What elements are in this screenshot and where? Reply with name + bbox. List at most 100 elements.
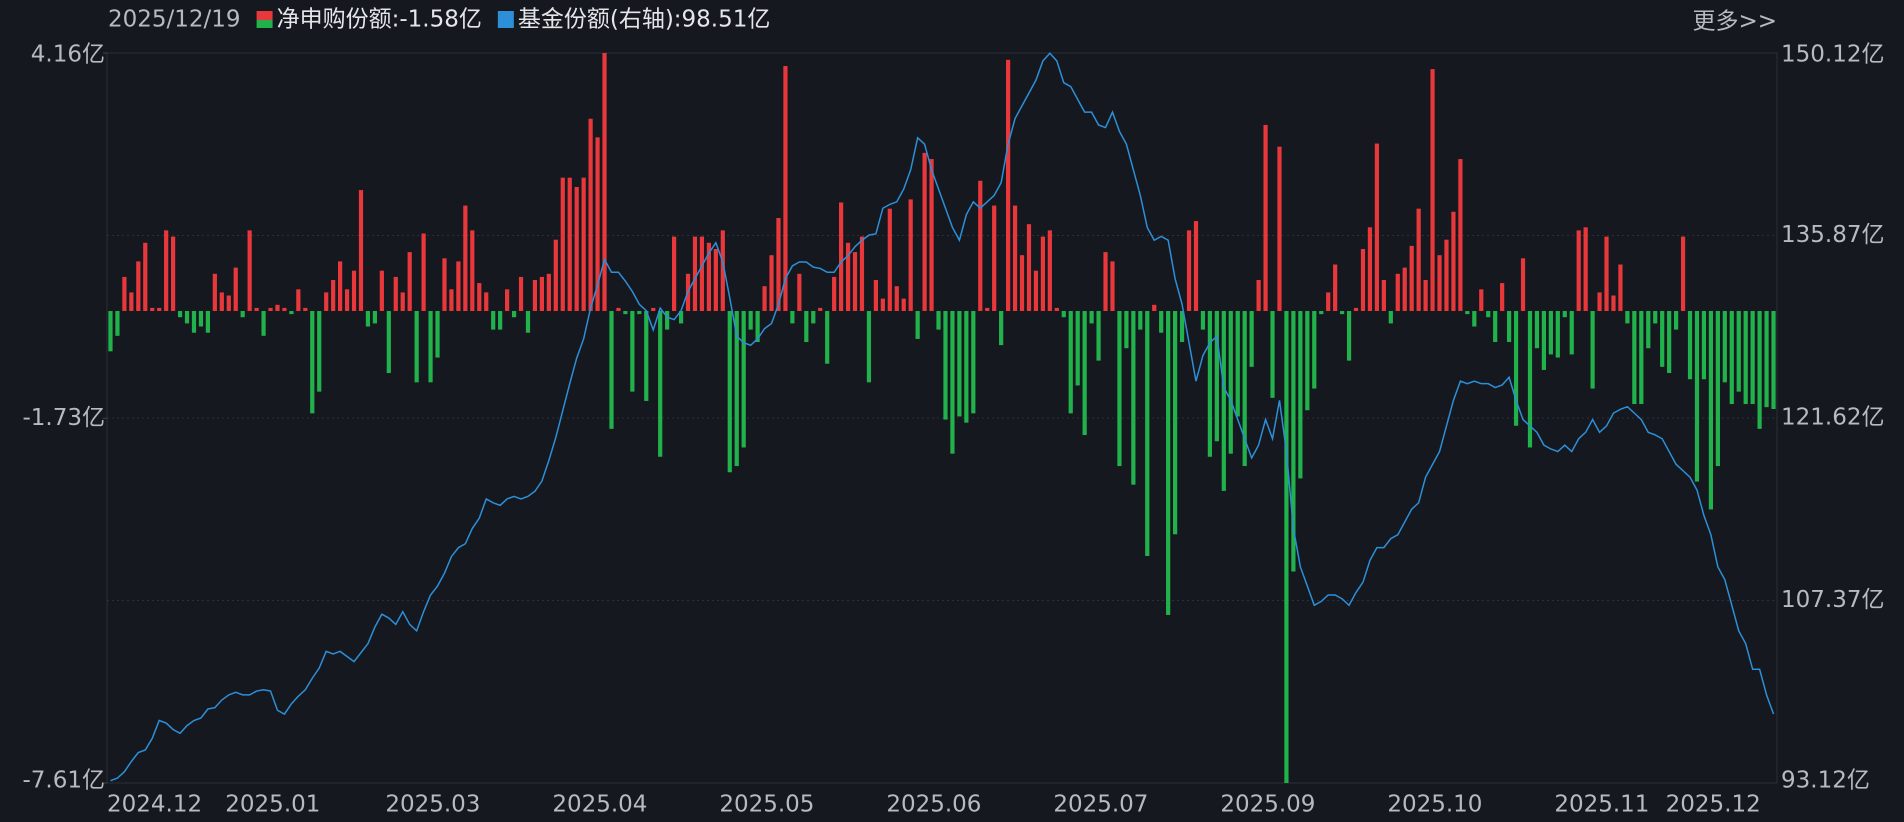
bar	[449, 289, 454, 312]
x-tick-label: 2025.06	[886, 792, 981, 818]
bar	[1451, 211, 1456, 312]
bar	[894, 286, 899, 312]
bar	[372, 311, 377, 324]
y2-tick-label: 107.37亿	[1781, 587, 1884, 613]
bar	[1026, 224, 1032, 312]
bar	[393, 276, 398, 312]
bar	[943, 311, 948, 420]
bar	[811, 311, 816, 324]
bar	[1527, 311, 1533, 448]
bar	[887, 208, 892, 312]
bar	[1068, 311, 1073, 414]
bar	[1736, 311, 1741, 392]
bar	[1326, 292, 1331, 312]
bar	[560, 177, 565, 312]
bar	[365, 311, 371, 327]
bar	[762, 286, 767, 312]
bar	[915, 311, 920, 339]
x-tick-label: 2025.07	[1053, 792, 1148, 818]
bar	[1444, 239, 1449, 312]
bar	[1639, 311, 1644, 405]
bar	[992, 205, 997, 312]
bar	[1708, 311, 1713, 510]
bar	[1465, 311, 1470, 315]
bar	[351, 270, 357, 312]
bar	[317, 311, 322, 392]
bar	[866, 311, 872, 383]
bar	[1660, 311, 1665, 367]
bar	[428, 311, 433, 383]
bar	[741, 311, 746, 448]
bar	[1604, 236, 1609, 312]
more-link[interactable]: 更多>>	[1692, 9, 1777, 35]
bar	[1437, 255, 1442, 312]
bar	[191, 311, 197, 333]
bar	[769, 255, 774, 312]
bar	[1047, 230, 1052, 312]
bar	[1646, 311, 1651, 349]
bar	[177, 311, 183, 318]
bar	[901, 298, 906, 312]
bar	[1374, 143, 1379, 312]
bar	[665, 311, 670, 330]
bar	[157, 307, 162, 312]
bar	[525, 311, 531, 333]
bar	[957, 311, 962, 417]
bar	[407, 252, 412, 312]
bar	[310, 311, 315, 414]
bar	[456, 261, 461, 312]
bar	[1284, 311, 1289, 783]
bar	[776, 217, 781, 312]
bar	[1117, 311, 1122, 467]
bar	[1381, 280, 1386, 312]
bar	[1694, 311, 1700, 482]
bar	[880, 298, 885, 312]
bar	[303, 307, 308, 312]
bar	[748, 311, 753, 330]
x-tick-label: 2025.10	[1387, 792, 1482, 818]
bar	[1033, 270, 1039, 312]
bar	[498, 311, 503, 330]
bar	[338, 261, 343, 312]
bar	[999, 311, 1004, 346]
bar	[1715, 311, 1720, 467]
bar	[1534, 311, 1540, 349]
bar	[1764, 311, 1769, 408]
bar	[1458, 159, 1463, 312]
bar	[1680, 236, 1686, 312]
bar	[1256, 280, 1261, 312]
bar	[1722, 311, 1727, 383]
bar	[595, 137, 600, 312]
bar	[678, 311, 684, 324]
bar	[1576, 230, 1581, 312]
bar	[1360, 248, 1366, 312]
bar	[1687, 311, 1693, 380]
bar	[379, 270, 384, 312]
bar	[734, 311, 739, 467]
bar	[505, 289, 510, 312]
bar	[518, 276, 524, 312]
bar	[205, 311, 210, 333]
bar	[275, 304, 280, 312]
bar	[539, 276, 544, 312]
bar	[672, 236, 677, 312]
bar	[922, 152, 927, 312]
bar	[1402, 267, 1407, 312]
bar	[150, 307, 155, 312]
bar	[790, 311, 795, 324]
bar	[1472, 311, 1477, 327]
bar	[658, 311, 663, 457]
bar	[1270, 311, 1275, 398]
line	[110, 52, 1775, 782]
bar	[692, 236, 698, 312]
bar	[1235, 311, 1240, 417]
bar	[651, 307, 656, 312]
bar	[720, 230, 725, 312]
x-tick-label: 2025.01	[225, 792, 320, 818]
bar	[421, 233, 426, 312]
bar	[567, 177, 572, 312]
bar	[1743, 311, 1748, 405]
y2-tick-label: 150.12亿	[1781, 42, 1884, 68]
bar	[1096, 311, 1101, 361]
